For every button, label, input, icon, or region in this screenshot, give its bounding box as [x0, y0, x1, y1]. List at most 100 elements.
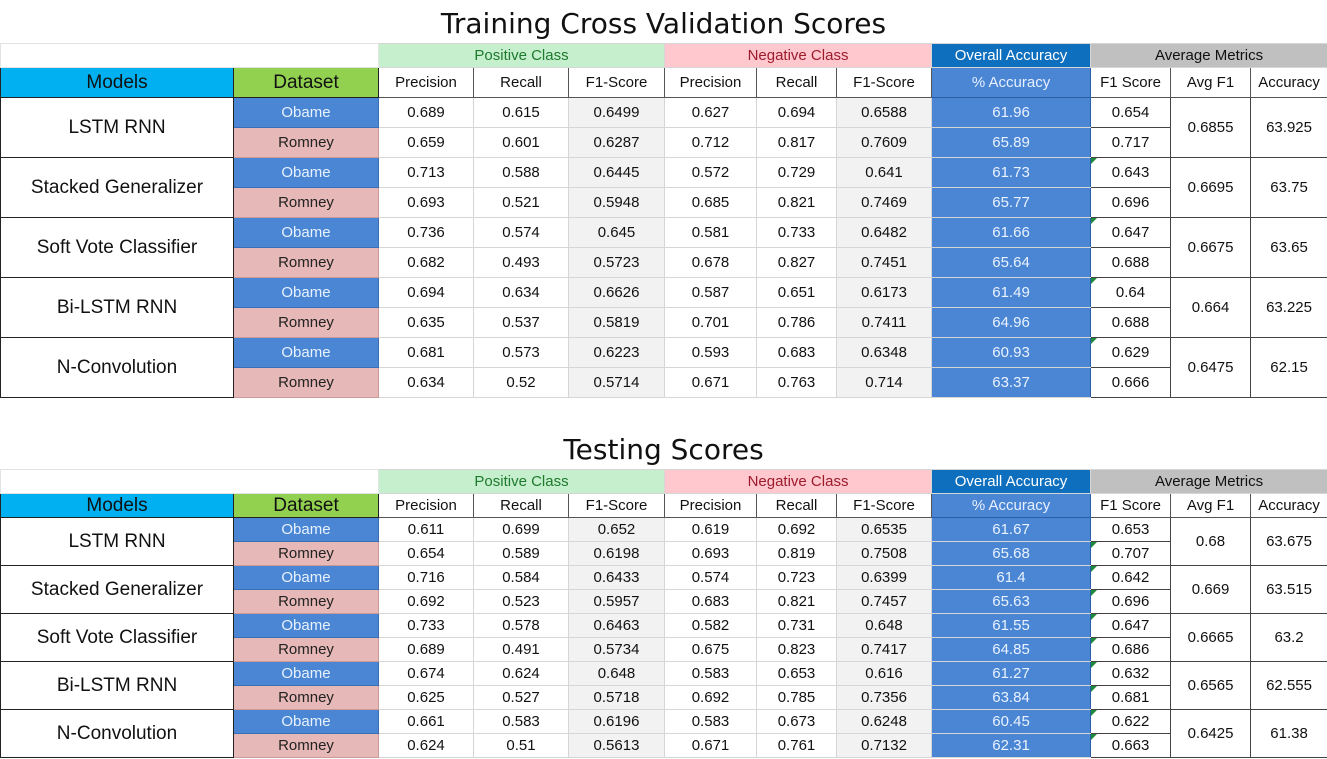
accuracy-cell: 61.27: [931, 661, 1092, 686]
table-row: Soft Vote Classifier Obame 0.736 0.574 0.645…: [0, 217, 1327, 278]
neg-recall-cell: 0.785: [756, 685, 837, 710]
avg-accuracy-cell: 63.225: [1250, 277, 1327, 338]
pos-precision-cell: 0.693: [378, 187, 474, 218]
neg-recall-cell: 0.723: [756, 565, 837, 590]
neg-precision-cell: 0.583: [664, 709, 757, 734]
group-header-row: Positive Class Negative Class Overall Accu…: [0, 469, 1327, 494]
dataset-cell: Obame: [233, 217, 379, 248]
dataset-cell: Romney: [233, 541, 379, 566]
pos-recall-cell: 0.491: [473, 637, 569, 662]
f1-score-cell: 0.688: [1090, 247, 1172, 278]
accuracy-cell: 63.37: [931, 367, 1092, 398]
neg-recall-cell: 0.823: [756, 637, 837, 662]
pos-recall-cell: 0.588: [473, 157, 569, 188]
dataset-cell: Obame: [233, 277, 379, 308]
neg-precision-cell: 0.582: [664, 613, 757, 638]
neg-recall-cell: 0.673: [756, 709, 837, 734]
dataset-cell: Romney: [233, 637, 379, 662]
model-name: Bi-LSTM RNN: [0, 277, 234, 338]
dataset-cell: Obame: [233, 337, 379, 368]
dataset-cell: Obame: [233, 661, 379, 686]
model-name: Soft Vote Classifier: [0, 613, 234, 662]
f1-score-cell: 0.64: [1090, 277, 1172, 308]
pos-f1-cell: 0.648: [568, 661, 665, 686]
neg-precision-cell: 0.583: [664, 661, 757, 686]
pos-precision-cell: 0.682: [378, 247, 474, 278]
f1-score-header: F1 Score: [1090, 493, 1172, 518]
table-row: Bi-LSTM RNN Obame 0.694 0.634 0.6626 0.587 0.6…: [0, 277, 1327, 338]
neg-f1-cell: 0.7609: [835, 127, 933, 158]
accuracy-cell: 61.73: [931, 157, 1092, 188]
pos-recall-cell: 0.493: [473, 247, 569, 278]
pos-f1-cell: 0.6499: [568, 97, 665, 128]
f1-score-cell: 0.681: [1090, 685, 1172, 710]
avg-accuracy-cell: 62.15: [1250, 337, 1327, 398]
neg-f1-cell: 0.7508: [835, 541, 933, 566]
accuracy-cell: 63.84: [931, 685, 1092, 710]
table-row: Romney 0.682 0.493 0.5723 0.678 0.827 0.7451 65…: [1, 247, 1327, 278]
accuracy-cell: 65.77: [931, 187, 1092, 218]
pos-precision-cell: 0.634: [378, 367, 474, 398]
neg-precision-cell: 0.574: [664, 565, 757, 590]
dataset-cell: Romney: [233, 733, 379, 758]
pos-precision-cell: 0.654: [378, 541, 474, 566]
pos-precision-cell: 0.635: [378, 307, 474, 338]
pos-f1-cell: 0.5723: [568, 247, 665, 278]
neg-f1-cell: 0.6173: [835, 277, 933, 308]
neg-recall-cell: 0.651: [756, 277, 837, 308]
header-spacer: [0, 469, 379, 494]
pos-precision-cell: 0.624: [378, 733, 474, 758]
pos-f1-cell: 0.6198: [568, 541, 665, 566]
overall-accuracy-header: Overall Accuracy: [931, 43, 1092, 68]
training-table: Positive Class Negative Class Overall Accu…: [0, 43, 1327, 398]
pos-precision-cell: 0.733: [378, 613, 474, 638]
avg-accuracy-cell: 63.65: [1250, 217, 1327, 278]
pos-precision-cell: 0.625: [378, 685, 474, 710]
neg-precision-cell: 0.678: [664, 247, 757, 278]
table-row: LSTM RNN Obame 0.611 0.699 0.652 0.619 0.692 0.…: [0, 517, 1327, 566]
neg-f1-cell: 0.7411: [835, 307, 933, 338]
neg-precision-cell: 0.712: [664, 127, 757, 158]
f1-score-cell: 0.642: [1090, 565, 1172, 590]
neg-f1-cell: 0.6348: [835, 337, 933, 368]
avg-f1-cell: 0.68: [1170, 517, 1252, 566]
pos-recall-cell: 0.601: [473, 127, 569, 158]
dataset-cell: Romney: [233, 367, 379, 398]
neg-precision-cell: 0.693: [664, 541, 757, 566]
pos-recall-cell: 0.583: [473, 709, 569, 734]
header-spacer: [0, 43, 379, 68]
neg-f1-cell: 0.7451: [835, 247, 933, 278]
positive-recall-header: Recall: [473, 493, 569, 518]
pos-recall-cell: 0.615: [473, 97, 569, 128]
pos-precision-cell: 0.716: [378, 565, 474, 590]
group-header-row: Positive Class Negative Class Overall Accu…: [0, 43, 1327, 68]
neg-recall-cell: 0.821: [756, 589, 837, 614]
avg-accuracy-cell: 63.925: [1250, 97, 1327, 158]
neg-recall-cell: 0.821: [756, 187, 837, 218]
pct-accuracy-header: % Accuracy: [931, 493, 1092, 518]
neg-recall-cell: 0.819: [756, 541, 837, 566]
table-row: Romney 0.634 0.52 0.5714 0.671 0.763 0.714 63.3…: [1, 367, 1327, 398]
pos-recall-cell: 0.527: [473, 685, 569, 710]
avg-f1-cell: 0.6695: [1170, 157, 1252, 218]
training-table-section: Positive Class Negative Class Overall Accu…: [0, 43, 1327, 398]
accuracy-cell: 61.4: [931, 565, 1092, 590]
dataset-cell: Obame: [233, 97, 379, 128]
pos-recall-cell: 0.584: [473, 565, 569, 590]
table-row: LSTM RNN Obame 0.689 0.615 0.6499 0.627 0.694 0…: [0, 97, 1327, 158]
model-name: N-Convolution: [0, 709, 234, 758]
accuracy-header: Accuracy: [1250, 493, 1327, 518]
positive-f1-score-header: F1-Score: [568, 67, 665, 98]
neg-precision-cell: 0.685: [664, 187, 757, 218]
dataset-cell: Romney: [233, 247, 379, 278]
table-row: N-Convolution Obame 0.661 0.583 0.6196 0.583 0…: [0, 709, 1327, 758]
avg-f1-cell: 0.6475: [1170, 337, 1252, 398]
pos-recall-cell: 0.589: [473, 541, 569, 566]
pos-f1-cell: 0.5714: [568, 367, 665, 398]
column-header-row: Models Dataset Precision Recall F1-Score Prec…: [0, 493, 1327, 518]
accuracy-cell: 61.66: [931, 217, 1092, 248]
neg-recall-cell: 0.731: [756, 613, 837, 638]
pos-precision-cell: 0.689: [378, 97, 474, 128]
neg-f1-cell: 0.714: [835, 367, 933, 398]
neg-precision-cell: 0.692: [664, 685, 757, 710]
